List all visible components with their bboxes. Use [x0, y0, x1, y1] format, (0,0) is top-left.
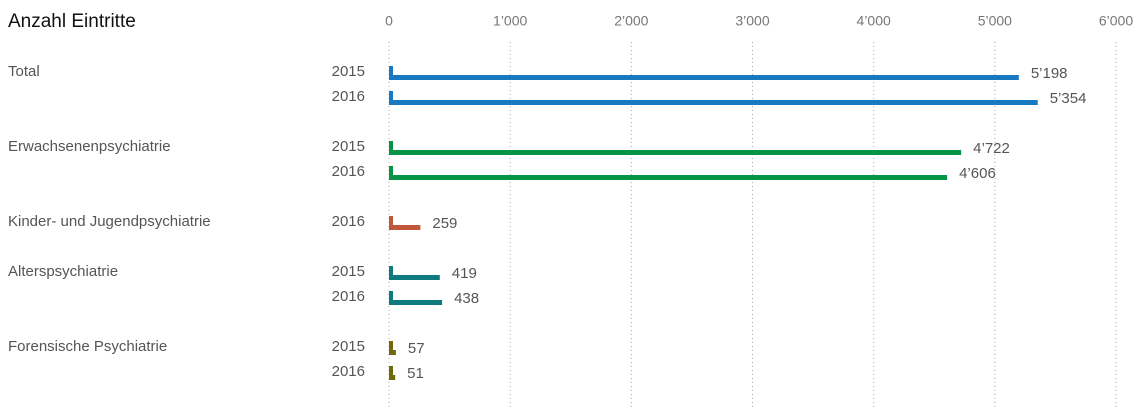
- value-label: 5’354: [1050, 90, 1087, 107]
- value-label: 4’722: [973, 140, 1010, 157]
- x-tick-label: 3’000: [735, 13, 769, 29]
- value-label: 57: [408, 340, 425, 357]
- value-label: 259: [432, 215, 457, 232]
- bar: [389, 141, 962, 155]
- bar: [389, 166, 948, 180]
- value-label: 51: [407, 365, 424, 382]
- x-tick-label: 2’000: [614, 13, 648, 29]
- group-label: Total: [8, 63, 40, 80]
- bar: [389, 341, 396, 355]
- value-label: 438: [454, 290, 479, 307]
- x-tick-label: 1’000: [493, 13, 527, 29]
- bar: [389, 266, 440, 280]
- year-label: 2016: [332, 213, 365, 230]
- chart-title: Anzahl Eintritte: [8, 11, 136, 32]
- year-label: 2015: [332, 63, 365, 80]
- year-label: 2015: [332, 338, 365, 355]
- year-label: 2016: [332, 288, 365, 305]
- year-label: 2016: [332, 88, 365, 105]
- year-label: 2016: [332, 163, 365, 180]
- year-label: 2015: [332, 263, 365, 280]
- year-label: 2015: [332, 138, 365, 155]
- group-label: Forensische Psychiatrie: [8, 338, 167, 355]
- value-label: 419: [452, 265, 477, 282]
- group-label: Kinder- und Jugendpsychiatrie: [8, 213, 211, 230]
- bar: [389, 66, 1019, 80]
- bar: [389, 366, 396, 380]
- group-label: Alterspsychiatrie: [8, 263, 118, 280]
- value-label: 4’606: [959, 165, 996, 182]
- x-tick-label: 4’000: [857, 13, 891, 29]
- bar: [389, 291, 443, 305]
- x-tick-label: 5’000: [978, 13, 1012, 29]
- group-label: Erwachsenenpsychiatrie: [8, 138, 171, 155]
- year-label: 2016: [332, 363, 365, 380]
- bar: [389, 91, 1038, 105]
- x-tick-label: 0: [385, 13, 393, 29]
- bar: [389, 216, 421, 230]
- x-tick-label: 6’000: [1099, 13, 1133, 29]
- value-label: 5’198: [1031, 65, 1068, 82]
